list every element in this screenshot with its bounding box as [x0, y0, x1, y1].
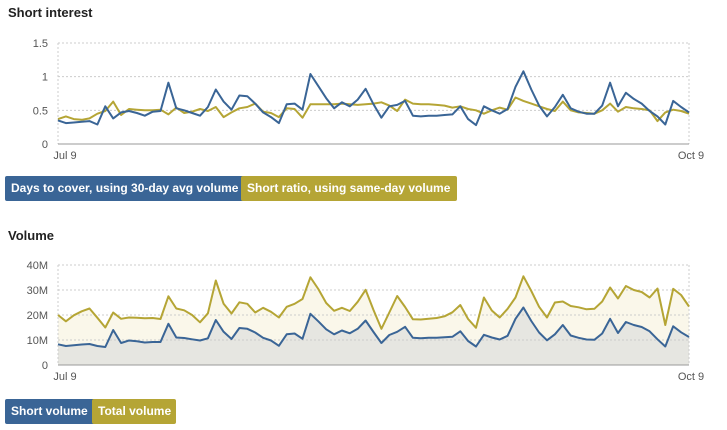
total-volume-line: [57, 275, 690, 330]
x-tick-label: Oct 9: [678, 371, 704, 383]
short-interest-chart: 1.5 1 0.5 0 Jul 9 Oct 9: [33, 38, 704, 162]
x-tick-label: Jul 9: [53, 371, 76, 383]
y-tick-label: 30M: [27, 285, 48, 297]
total-volume-legend-button[interactable]: Total volume: [92, 399, 176, 424]
volume-title: Volume: [8, 228, 54, 243]
short-ratio-legend-button[interactable]: Short ratio, using same-day volume: [241, 176, 457, 201]
short-volume-legend-button[interactable]: Short volume: [5, 399, 95, 424]
y-tick-label: 10M: [27, 335, 48, 347]
short-volume-line: [57, 306, 690, 348]
y-tick-label: 1.5: [33, 38, 48, 50]
x-tick-label: Oct 9: [678, 150, 704, 162]
volume-chart: 40M 30M 20M 10M 0 Jul 9 Oct 9: [27, 260, 705, 383]
x-tick-label: Jul 9: [53, 150, 76, 162]
y-tick-label: 40M: [27, 260, 48, 272]
y-tick-label: 1: [42, 72, 48, 84]
days-to-cover-legend-button[interactable]: Days to cover, using 30-day avg volume: [5, 176, 246, 201]
y-tick-label: 0: [42, 139, 48, 151]
y-tick-label: 20M: [27, 310, 48, 322]
days-to-cover-line: [57, 70, 690, 127]
short-interest-title: Short interest: [8, 5, 93, 20]
y-tick-label: 0: [42, 360, 48, 372]
y-tick-label: 0.5: [33, 105, 48, 117]
